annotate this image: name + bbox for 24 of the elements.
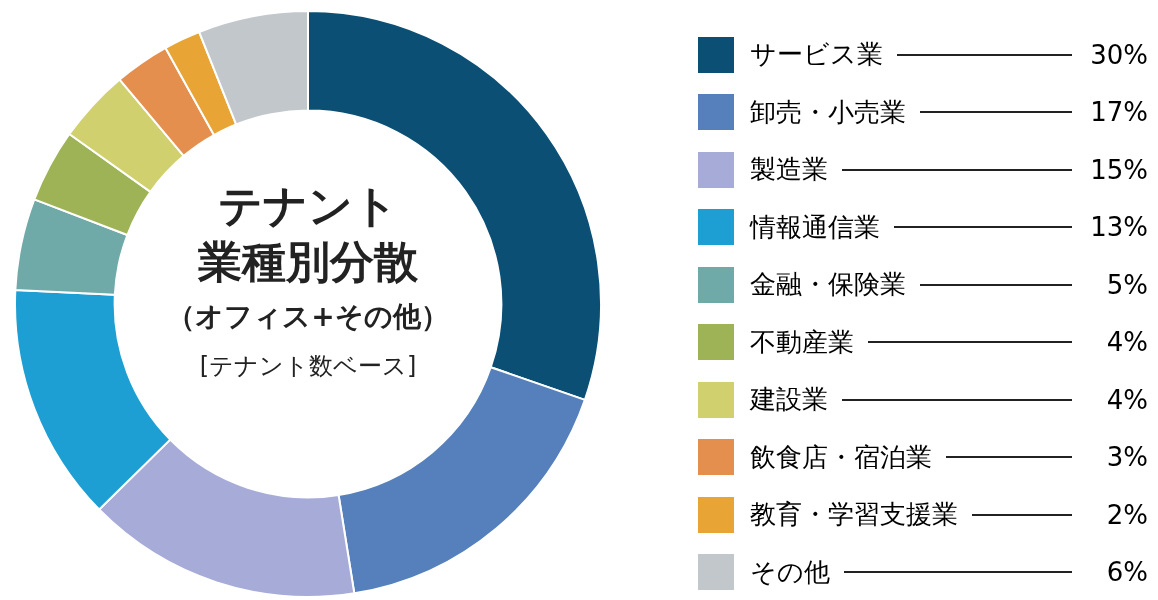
- legend-label: その他: [750, 555, 830, 589]
- legend-label: 情報通信業: [750, 210, 880, 244]
- legend-label: 製造業: [750, 153, 828, 187]
- text: テナント: [217, 179, 399, 233]
- data-label: 30%: [1089, 39, 1148, 70]
- legend-label: 卸売・小売業: [750, 95, 906, 129]
- legend-label: 建設業: [750, 383, 828, 417]
- text: [テナント数ベース]: [198, 351, 418, 382]
- data-label: 15%: [1089, 154, 1148, 185]
- legend-label: 教育・学習支援業: [750, 498, 958, 532]
- data-label: 6%: [1105, 557, 1148, 588]
- data-label: 2%: [1105, 499, 1148, 530]
- data-label: 4%: [1105, 384, 1148, 415]
- text: （オフィス+その他）: [166, 299, 450, 335]
- data-label: 4%: [1105, 327, 1148, 358]
- legend-label: 飲食店・宿泊業: [750, 440, 932, 474]
- legend-label: 不動産業: [750, 325, 854, 359]
- data-label: 17%: [1089, 97, 1148, 128]
- data-label: 5%: [1105, 269, 1148, 300]
- text: 業種別分散: [197, 235, 419, 289]
- legend-label: サービス業: [750, 38, 883, 72]
- data-label: 3%: [1105, 442, 1148, 473]
- data-label: 13%: [1089, 212, 1148, 243]
- legend-label: 金融・保険業: [750, 268, 906, 302]
